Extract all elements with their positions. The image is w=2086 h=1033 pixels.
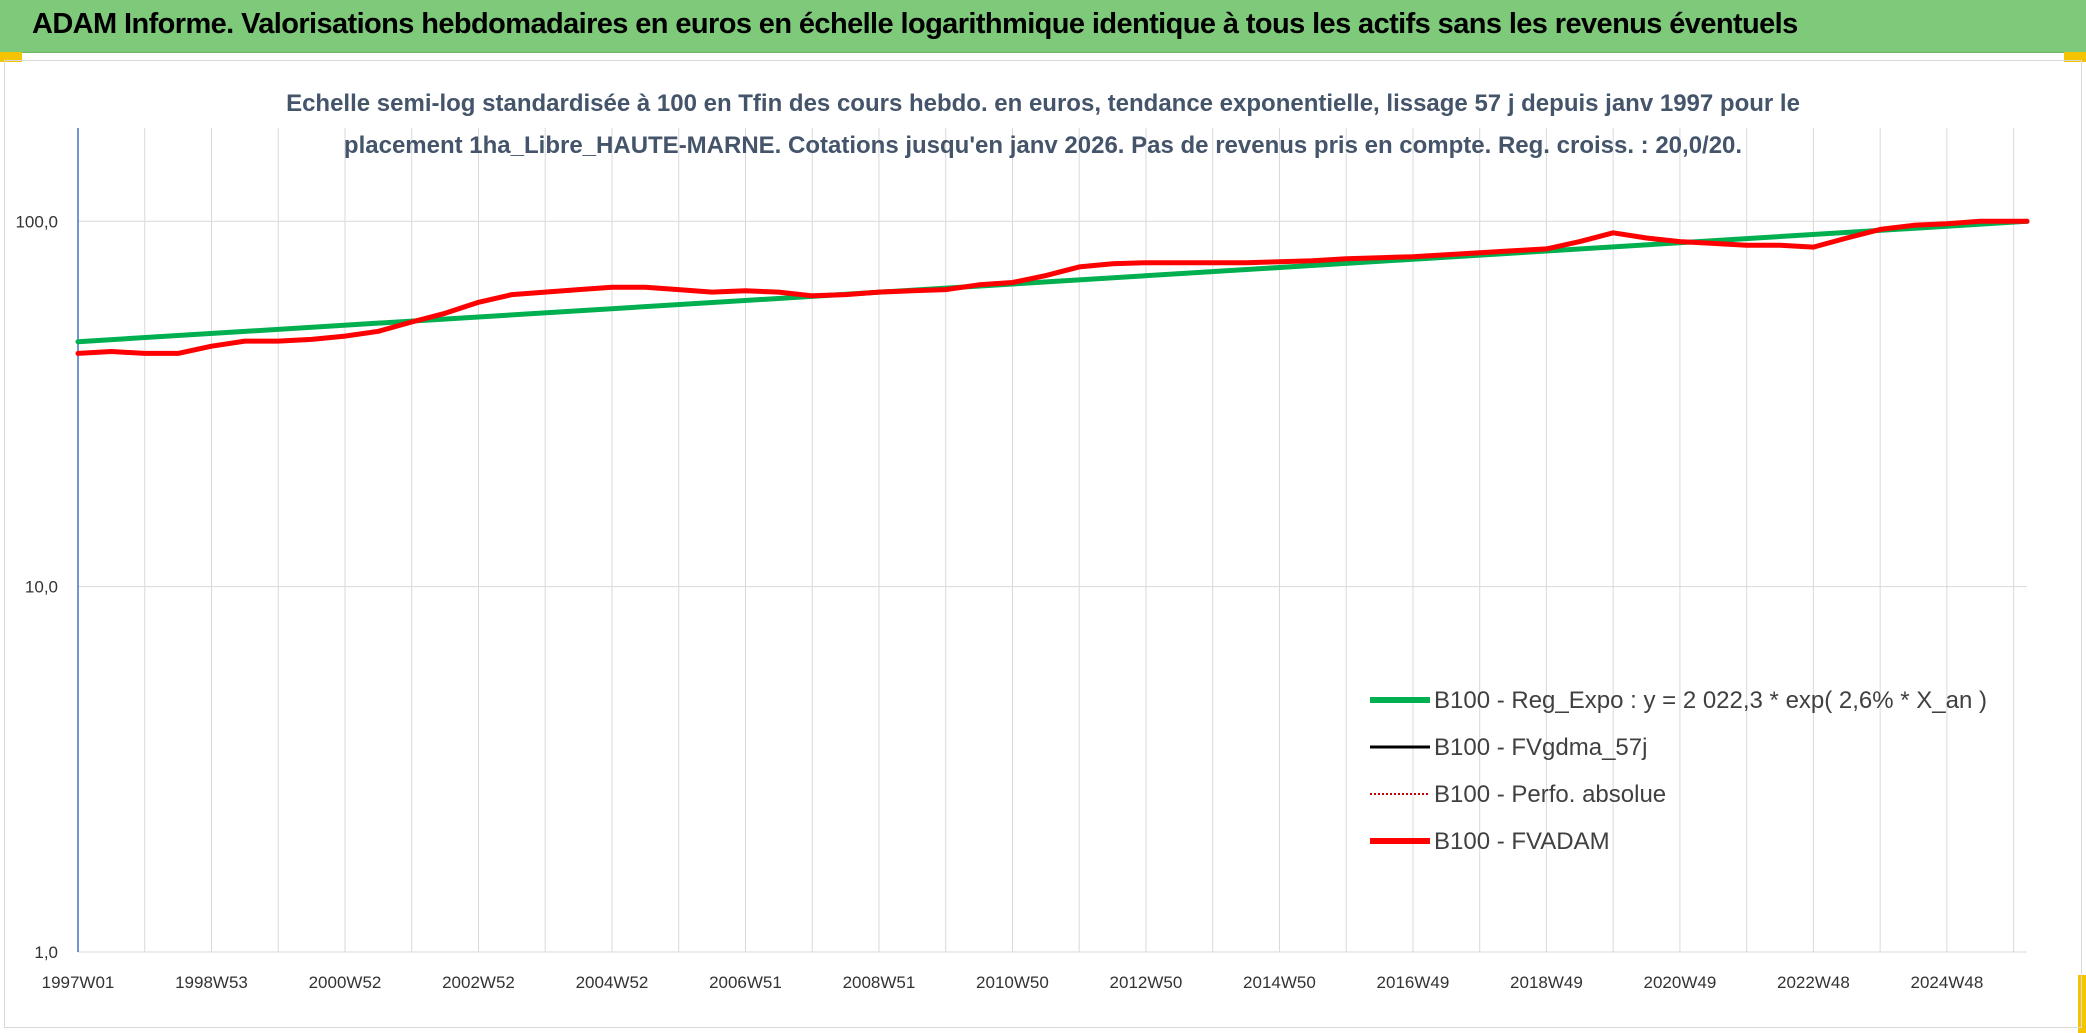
x-tick-label: 2006W51 — [709, 973, 782, 992]
x-tick-label: 2008W51 — [843, 973, 916, 992]
y-tick-label: 1,0 — [34, 943, 58, 962]
y-axis-ticks: 1,0 10,0 100,0 — [15, 212, 58, 962]
x-tick-label: 2016W49 — [1377, 973, 1450, 992]
legend-label-2: B100 - Perfo. absolue — [1434, 781, 1666, 808]
x-tick-label: 2018W49 — [1510, 973, 1583, 992]
series-line-0 — [75, 218, 2030, 345]
x-tick-label: 2012W50 — [1110, 973, 1183, 992]
legend-label-1: B100 - FVgdma_57j — [1434, 734, 1647, 761]
legend-label-3: B100 - FVADAM — [1434, 828, 1610, 855]
corner-accent-top-right — [2064, 52, 2086, 62]
x-tick-label: 2000W52 — [309, 973, 382, 992]
x-tick-label: 2022W48 — [1777, 973, 1850, 992]
gridlines — [77, 128, 2027, 953]
chart-frame — [4, 60, 2082, 1028]
y-tick-label: 10,0 — [25, 578, 58, 597]
chart-title-line-1: Echelle semi-log standardisée à 100 en T… — [286, 90, 1800, 117]
x-axis-ticks: 1997W01 1998W53 2000W52 2002W52 2004W52 2006W… — [42, 973, 1984, 992]
page-title: ADAM Informe. Valorisations hebdomadaire… — [32, 8, 1798, 40]
x-tick-label: 2024W48 — [1911, 973, 1984, 992]
chart-title-line-2: placement 1ha_Libre_HAUTE-MARNE. Cotatio… — [344, 132, 1742, 159]
x-tick-label: 2010W50 — [976, 973, 1049, 992]
legend: B100 - Reg_Expo : y = 2 022,3 * exp( 2,6… — [1370, 687, 1987, 855]
y-tick-label: 100,0 — [15, 212, 58, 231]
x-tick-label: 1997W01 — [42, 973, 115, 992]
series-layer — [75, 218, 2030, 356]
corner-accent-top-left — [0, 52, 22, 62]
legend-label-0: B100 - Reg_Expo : y = 2 022,3 * exp( 2,6… — [1434, 687, 1987, 714]
x-tick-label: 2020W49 — [1644, 973, 1717, 992]
corner-accent-bottom-right — [2078, 975, 2086, 1033]
x-tick-label: 2002W52 — [442, 973, 515, 992]
series-line-3 — [75, 218, 2030, 356]
x-tick-label: 2014W50 — [1243, 973, 1316, 992]
x-tick-label: 2004W52 — [576, 973, 649, 992]
header-bar: ADAM Informe. Valorisations hebdomadaire… — [0, 0, 2086, 53]
x-tick-label: 1998W53 — [175, 973, 248, 992]
